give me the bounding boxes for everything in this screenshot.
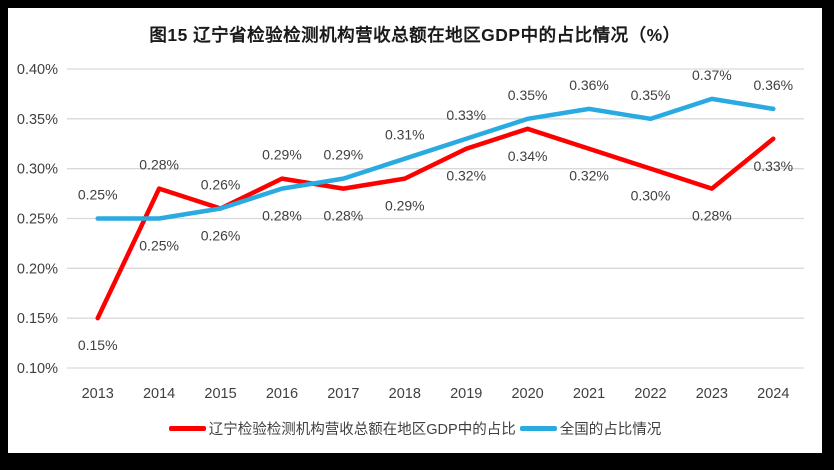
- data-label: 0.25%: [78, 187, 118, 203]
- data-label: 0.28%: [692, 208, 732, 224]
- data-label: 0.35%: [508, 87, 548, 103]
- y-axis-tick-label: 0.40%: [17, 62, 58, 78]
- data-label: 0.32%: [446, 168, 486, 184]
- y-axis-tick-label: 0.25%: [17, 212, 58, 228]
- red-line-swatch: [168, 426, 206, 431]
- data-label: 0.15%: [78, 337, 118, 353]
- y-axis-tick-label: 0.15%: [17, 311, 58, 327]
- x-axis-tick-label: 2020: [511, 386, 543, 402]
- y-axis-tick-label: 0.35%: [17, 112, 58, 128]
- x-axis-tick-label: 2019: [450, 386, 482, 402]
- data-label: 0.36%: [569, 77, 609, 93]
- legend-label-national: 全国的占比情况: [559, 422, 662, 438]
- x-axis-tick-label: 2021: [573, 386, 605, 402]
- data-label: 0.26%: [201, 228, 241, 244]
- plot-area: 0.40% 0.35% 0.30% 0.25% 0.20% 0.15% 0.10% 2013 2…: [17, 62, 804, 402]
- x-axis-tick-label: 2022: [634, 386, 666, 402]
- data-label: 0.25%: [139, 238, 179, 254]
- data-label: 0.28%: [139, 157, 179, 173]
- legend-item-liaoning: 辽宁检验检测机构营收总额在地区GDP中的占比: [168, 418, 516, 439]
- legend: 辽宁检验检测机构营收总额在地区GDP中的占比 全国的占比情况: [8, 418, 822, 439]
- chart-frame: 图15 辽宁省检验检测机构营收总额在地区GDP中的占比情况（%） 0.40% 0.…: [8, 8, 822, 453]
- data-label: 0.29%: [324, 147, 364, 163]
- data-label: 0.26%: [201, 177, 241, 193]
- chart-title: 图15 辽宁省检验检测机构营收总额在地区GDP中的占比情况（%）: [149, 25, 681, 45]
- x-axis-tick-label: 2023: [696, 386, 728, 402]
- series-line-national: [95, 96, 776, 221]
- data-label: 0.34%: [508, 148, 548, 164]
- data-label: 0.32%: [569, 168, 609, 184]
- series-line-liaoning: [95, 126, 776, 321]
- data-label: 0.29%: [262, 147, 302, 163]
- data-label: 0.36%: [753, 77, 793, 93]
- legend-item-national: 全国的占比情况: [519, 418, 662, 439]
- data-label: 0.33%: [446, 107, 486, 123]
- x-axis-tick-label: 2015: [204, 386, 236, 402]
- x-axis-tick-label: 2017: [327, 386, 359, 402]
- x-axis-tick-label: 2013: [82, 386, 114, 402]
- x-axis-tick-label: 2016: [266, 386, 298, 402]
- data-label: 0.28%: [324, 208, 364, 224]
- data-label: 0.35%: [631, 87, 671, 103]
- y-axis-tick-label: 0.10%: [17, 361, 58, 377]
- x-axis-tick-label: 2018: [389, 386, 421, 402]
- data-label: 0.37%: [692, 67, 732, 83]
- x-axis-tick-label: 2024: [757, 386, 789, 402]
- data-label: 0.28%: [262, 208, 302, 224]
- data-label: 0.29%: [385, 198, 425, 214]
- x-axis-tick-label: 2014: [143, 386, 175, 402]
- y-axis-tick-label: 0.20%: [17, 261, 58, 277]
- blue-line-swatch: [519, 426, 557, 431]
- data-label: 0.30%: [631, 188, 671, 204]
- data-label: 0.31%: [385, 127, 425, 143]
- y-axis-tick-label: 0.30%: [17, 162, 58, 178]
- legend-label-liaoning: 辽宁检验检测机构营收总额在地区GDP中的占比: [208, 422, 516, 438]
- data-label: 0.33%: [753, 158, 793, 174]
